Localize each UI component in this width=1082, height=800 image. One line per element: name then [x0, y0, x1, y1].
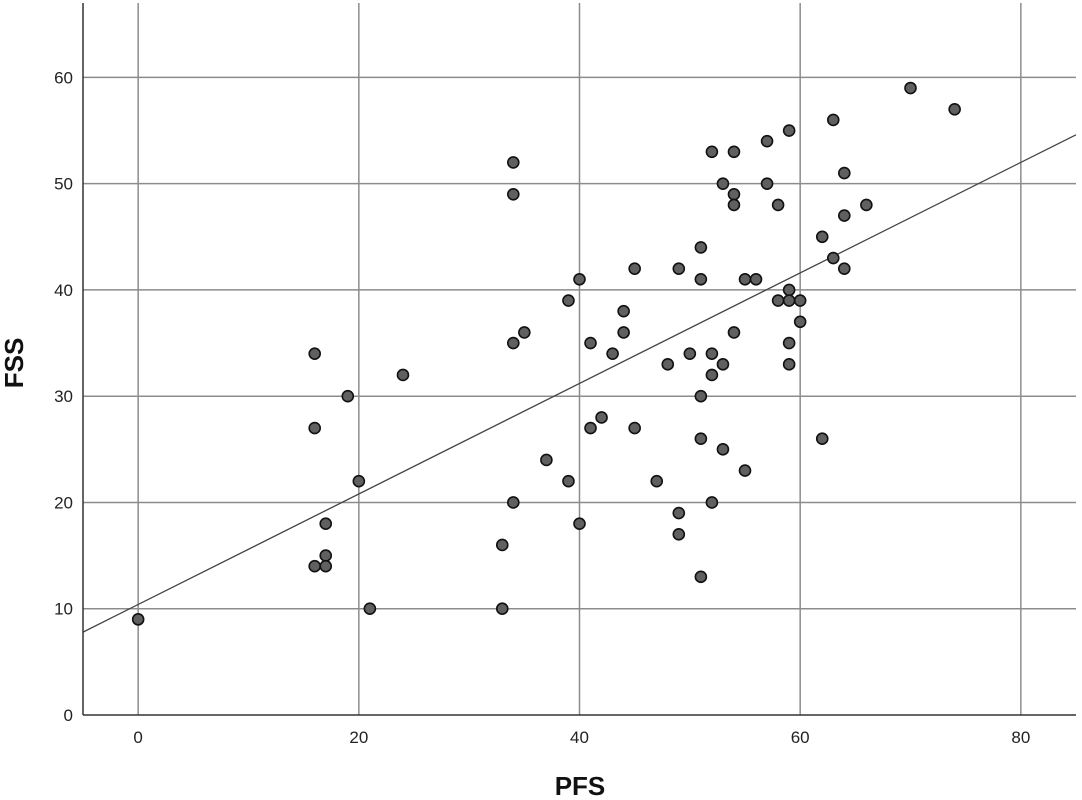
data-point — [628, 421, 641, 435]
x-axis-title: PFS — [555, 771, 606, 800]
data-point — [694, 241, 708, 254]
data-point — [716, 358, 730, 371]
data-point — [782, 358, 796, 371]
data-point — [826, 113, 840, 127]
regression-line — [82, 134, 1077, 633]
data-point — [562, 474, 575, 488]
data-point — [749, 272, 763, 286]
data-point — [694, 570, 708, 584]
data-point — [506, 336, 520, 350]
data-point — [837, 209, 851, 222]
data-point — [506, 187, 520, 201]
data-point — [595, 411, 608, 424]
data-point — [771, 294, 785, 307]
data-point — [727, 198, 741, 212]
y-axis-title: FSS — [0, 338, 29, 389]
data-point — [760, 134, 774, 148]
data-point — [860, 198, 873, 212]
data-point — [584, 421, 597, 435]
y-tick-label: 40 — [54, 281, 73, 300]
data-point — [506, 156, 520, 169]
data-point — [672, 506, 686, 520]
data-point — [727, 145, 741, 159]
data-point — [518, 326, 531, 339]
data-point — [672, 262, 686, 275]
data-point — [606, 347, 619, 360]
tick-labels: 0 20 40 60 80 0 10 20 30 40 50 60 — [54, 68, 1030, 747]
data-point — [738, 464, 752, 477]
data-point — [363, 602, 377, 616]
data-point — [694, 432, 708, 446]
x-tick-label: 60 — [791, 728, 810, 747]
data-point — [705, 347, 719, 360]
data-point — [815, 230, 829, 244]
data-point — [771, 198, 785, 212]
x-tick-label: 40 — [570, 728, 589, 747]
data-point — [826, 251, 840, 265]
data-point — [352, 474, 366, 488]
data-point — [716, 177, 730, 190]
data-point — [727, 187, 741, 201]
data-point — [628, 262, 641, 275]
axes — [82, 3, 1076, 716]
data-point — [793, 294, 807, 307]
y-tick-label: 10 — [54, 600, 73, 619]
data-point — [727, 326, 741, 339]
data-point — [540, 453, 553, 467]
data-point — [573, 272, 586, 286]
data-point — [683, 347, 697, 360]
data-point — [506, 496, 520, 509]
data-point — [308, 347, 322, 360]
data-point — [308, 421, 322, 435]
x-tick-label: 20 — [349, 728, 368, 747]
data-point — [782, 294, 796, 307]
data-point — [904, 81, 917, 95]
data-point — [131, 613, 145, 626]
data-point — [617, 304, 630, 318]
y-tick-label: 50 — [54, 175, 73, 194]
grid-lines — [83, 3, 1076, 715]
data-point — [650, 474, 664, 488]
data-point — [562, 294, 575, 307]
y-tick-label: 60 — [54, 68, 73, 87]
data-point — [495, 602, 509, 616]
data-point — [617, 326, 630, 339]
data-point — [672, 528, 686, 541]
data-point — [705, 368, 719, 382]
data-point — [396, 368, 410, 382]
data-point — [694, 272, 708, 286]
x-tick-label: 0 — [133, 728, 142, 747]
data-point — [694, 389, 708, 403]
data-point — [573, 517, 586, 531]
data-point — [319, 517, 333, 531]
data-point — [716, 443, 730, 456]
data-point — [782, 124, 796, 137]
data-point — [782, 336, 796, 350]
x-tick-label: 80 — [1011, 728, 1030, 747]
data-point — [837, 262, 851, 275]
data-point — [760, 177, 774, 190]
data-point — [837, 166, 851, 180]
data-point — [319, 549, 333, 562]
data-point — [738, 272, 752, 286]
data-points — [131, 81, 961, 626]
data-point — [793, 315, 807, 329]
data-point — [705, 496, 719, 509]
data-point — [341, 389, 355, 403]
data-point — [815, 432, 829, 446]
y-tick-label: 20 — [54, 493, 73, 512]
y-tick-label: 0 — [64, 706, 73, 725]
y-tick-label: 30 — [54, 387, 73, 406]
regression-line-group — [82, 134, 1077, 633]
data-point — [705, 145, 719, 159]
data-point — [308, 559, 322, 573]
data-point — [782, 283, 796, 297]
data-point — [661, 358, 675, 371]
data-point — [319, 559, 333, 573]
data-point — [948, 102, 961, 116]
data-point — [495, 538, 509, 552]
data-point — [584, 336, 597, 350]
